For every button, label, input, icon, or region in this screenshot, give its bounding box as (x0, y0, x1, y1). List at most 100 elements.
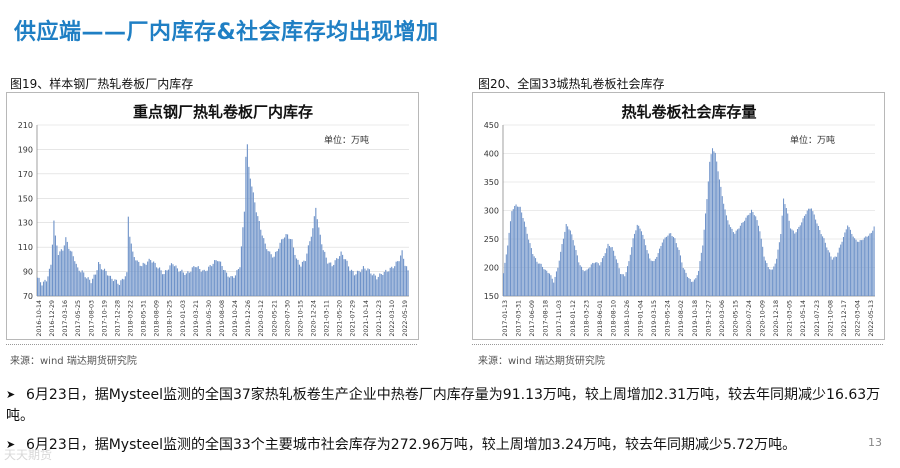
x-tick-label: 2018-10-25 (167, 300, 174, 337)
slide-title: 供应端——厂内库存&社会库存均出现增加 (14, 20, 439, 45)
bar (380, 274, 382, 296)
x-tick-label: 2019-08-02 (678, 300, 685, 337)
bar (312, 228, 314, 296)
bar (666, 236, 668, 296)
bar (827, 250, 829, 296)
bar (328, 262, 330, 296)
bar (77, 267, 79, 296)
bar (406, 266, 408, 296)
bar-series (503, 148, 875, 296)
bar (649, 258, 651, 296)
bar (133, 257, 135, 296)
bar (179, 271, 181, 296)
bar (859, 240, 861, 296)
y-tick-label: 250 (484, 235, 499, 244)
bar (582, 269, 584, 296)
bar (600, 262, 602, 296)
bar (57, 255, 59, 296)
unit-label: 单位：万吨 (790, 134, 835, 146)
y-tick-label: 400 (484, 150, 499, 159)
bar (711, 148, 714, 296)
bar (548, 273, 551, 296)
bar (801, 222, 803, 296)
bar (646, 250, 648, 296)
x-tick-label: 2019-03-21 (193, 300, 200, 337)
x-tick-label: 2019-10-18 (692, 300, 699, 337)
bar (178, 271, 180, 296)
bar (790, 228, 792, 296)
bar (139, 265, 141, 296)
bar (343, 259, 345, 296)
bar (679, 255, 681, 296)
x-tick-label: 2017-08-03 (88, 300, 95, 337)
chart-title: 重点钢厂热轧卷板厂内库存 (133, 103, 313, 121)
bar (218, 261, 220, 296)
bar (278, 248, 280, 296)
bar (230, 276, 232, 296)
x-tick-label: 2019-08-08 (219, 300, 226, 337)
bar (176, 268, 178, 296)
bar (841, 241, 843, 296)
bar (75, 263, 77, 296)
y-tick-label: 90 (23, 268, 33, 277)
bar (209, 265, 211, 296)
bar (264, 243, 266, 296)
bar (654, 258, 656, 296)
bar (810, 208, 812, 296)
bar (565, 223, 567, 296)
bar (90, 283, 92, 296)
bar (391, 266, 393, 296)
bar (373, 273, 375, 296)
bar (233, 277, 235, 296)
bar (819, 230, 821, 296)
bar (799, 225, 801, 296)
bar (751, 209, 753, 296)
bar (217, 261, 219, 296)
bar (795, 232, 797, 296)
bar (240, 246, 242, 296)
bar (855, 239, 857, 296)
bar (561, 244, 563, 296)
bar (185, 273, 187, 296)
bar (208, 266, 210, 296)
x-tick-label: 2018-01-12 (570, 300, 577, 337)
bar (65, 237, 67, 296)
bar (742, 222, 744, 296)
bar (44, 279, 46, 296)
bar (251, 186, 253, 296)
x-tick-label: 2021-03-05 (787, 300, 794, 337)
bar (632, 238, 634, 296)
bar (705, 213, 707, 296)
bar (557, 267, 559, 296)
unit-label: 单位：万吨 (324, 134, 369, 146)
bar (553, 282, 555, 296)
x-tick-label: 2020-07-24 (746, 300, 753, 337)
bar (371, 275, 373, 296)
bar (643, 239, 645, 296)
bar (385, 269, 387, 296)
bar (86, 278, 88, 296)
bar (245, 156, 247, 296)
x-tick-label: 2018-08-10 (610, 300, 617, 337)
x-tick-label: 2019-10-24 (232, 300, 239, 337)
bar (404, 265, 406, 296)
bar (769, 269, 771, 296)
bar (123, 279, 125, 296)
bar (762, 246, 764, 296)
bar (200, 271, 202, 296)
bar (636, 224, 638, 296)
bar (243, 211, 245, 296)
bar (359, 272, 362, 296)
chart-frame-left: 重点钢厂热轧卷板厂内库存 单位：万吨 70 90 110 130 150 170 190 210 2… (6, 92, 419, 340)
bar (852, 236, 854, 296)
bar (847, 225, 849, 296)
bar (211, 266, 213, 296)
bar (770, 269, 772, 296)
x-tick-label: 2019-03-15 (651, 300, 658, 337)
bullet-item: ➤ 6月23日，据Mysteel监测的全国37家热轧板卷生产企业中热卷厂内库存量为… (6, 384, 886, 427)
bar (45, 281, 48, 296)
bar (681, 262, 683, 296)
bar (703, 229, 705, 296)
bar (585, 270, 587, 296)
bar (248, 166, 250, 296)
